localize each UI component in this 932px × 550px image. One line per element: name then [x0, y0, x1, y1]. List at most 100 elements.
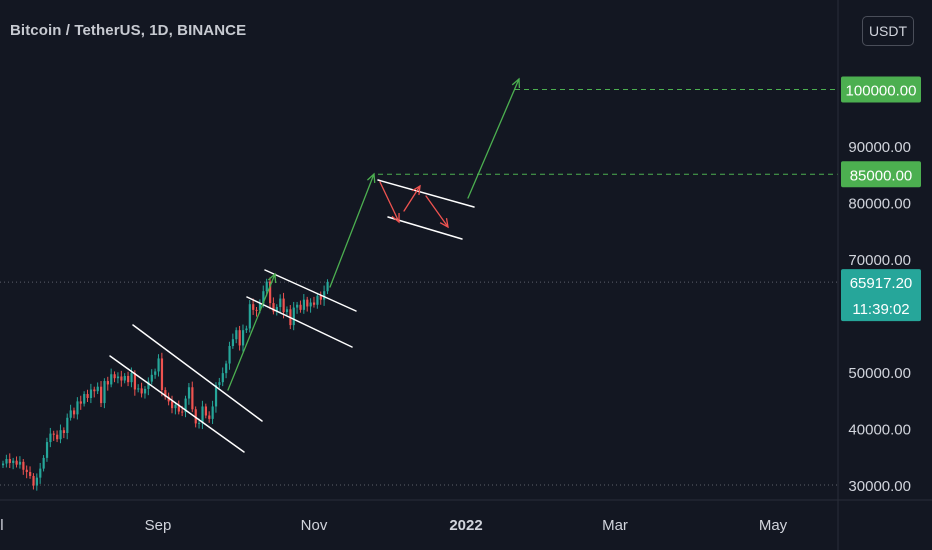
- candle-body: [245, 328, 248, 331]
- candle-body: [252, 304, 255, 310]
- channel-line-upper: [377, 179, 475, 208]
- candle-body: [184, 398, 187, 413]
- candle-body: [25, 469, 28, 473]
- zigzag-arrow-head: [391, 212, 400, 224]
- zigzag-arrow: [403, 185, 421, 212]
- channel-line-lower: [246, 296, 353, 348]
- candle-body: [123, 375, 126, 381]
- candle-body: [272, 303, 275, 312]
- candle-body: [106, 381, 109, 385]
- candle-body: [174, 404, 177, 409]
- candle-body: [241, 330, 245, 346]
- candle-body: [201, 406, 204, 423]
- time-axis[interactable]: Jul Sep Nov 2022 Mar May: [0, 517, 788, 534]
- x-tick-label: Nov: [301, 517, 328, 534]
- candle-body: [5, 459, 8, 464]
- candle-body: [211, 406, 214, 419]
- currency-button[interactable]: USDT: [862, 16, 914, 46]
- candle-body: [83, 394, 86, 404]
- candle-body: [103, 381, 106, 404]
- candle-body: [39, 468, 42, 478]
- x-tick-label: Jul: [0, 517, 4, 534]
- candle-body: [120, 376, 123, 381]
- candle-body: [275, 307, 278, 312]
- channel-line-lower: [387, 216, 463, 240]
- zigzag-arrow-head: [411, 184, 421, 196]
- candle-body: [316, 295, 319, 305]
- candle-body: [326, 282, 329, 292]
- candle-body: [194, 409, 197, 424]
- candle-body: [154, 371, 157, 375]
- candle-body: [79, 401, 82, 404]
- zigzag-arrow: [379, 181, 400, 223]
- candle-body: [147, 381, 150, 389]
- candle-body: [116, 376, 120, 379]
- candle-body: [306, 299, 309, 307]
- price-label-text: 65917.20: [850, 275, 913, 292]
- x-tick-label: Mar: [602, 517, 628, 534]
- candle-body: [150, 374, 153, 382]
- candle-body: [157, 358, 160, 372]
- y-tick-label: 90000.00: [848, 139, 911, 156]
- channel-line-upper: [264, 269, 357, 312]
- candle-body: [228, 346, 231, 364]
- price-label-box: [841, 76, 921, 103]
- candlestick-series: [2, 277, 329, 491]
- projection-arrow-head: [511, 77, 521, 89]
- candle-body: [309, 302, 312, 307]
- candle-body: [231, 339, 235, 347]
- price-label-box: [841, 269, 921, 322]
- candle-body: [22, 461, 25, 470]
- candle-body: [49, 433, 52, 443]
- candle-body: [35, 477, 38, 486]
- candle-body: [279, 298, 282, 308]
- price-label-text: 100000.00: [846, 83, 917, 100]
- zigzag-arrow-head: [439, 218, 449, 229]
- price-label-text: 85000.00: [850, 167, 913, 184]
- candle-body: [302, 299, 306, 310]
- candle-body: [140, 388, 143, 394]
- candle-body: [214, 384, 218, 407]
- candle-body: [32, 475, 35, 486]
- horizontal-levels: [0, 89, 838, 486]
- candle-body: [93, 389, 96, 392]
- zigzag-arrow: [425, 195, 449, 228]
- candle-body: [319, 295, 322, 300]
- candle-body: [296, 304, 299, 308]
- projection-arrow-head: [267, 272, 277, 284]
- candle-body: [86, 394, 89, 398]
- candle-body: [235, 330, 238, 340]
- candle-body: [238, 330, 241, 346]
- x-tick-label: May: [759, 517, 788, 534]
- candle-body: [110, 374, 113, 385]
- candle-body: [225, 363, 228, 374]
- candle-body: [221, 373, 224, 383]
- candle-body: [248, 304, 251, 329]
- candle-body: [130, 373, 133, 383]
- candle-body: [15, 460, 18, 465]
- candle-body: [255, 309, 258, 311]
- candle-body: [204, 406, 207, 416]
- countdown-text: 11:39:02: [852, 301, 909, 318]
- price-label-box: [841, 161, 921, 188]
- trend-drawings: [109, 77, 521, 453]
- candle-body: [312, 302, 316, 305]
- channel-line-lower: [109, 355, 245, 453]
- candle-body: [96, 386, 99, 392]
- candle-body: [62, 430, 66, 434]
- candle-body: [171, 401, 174, 409]
- candle-body: [100, 386, 103, 404]
- price-axis[interactable]: 30000.00 40000.00 50000.00 70000.00 80000.00…: [848, 139, 911, 495]
- candle-body: [167, 396, 170, 402]
- projection-arrow: [329, 173, 375, 288]
- candle-body: [18, 461, 22, 465]
- candle-body: [292, 307, 295, 326]
- candle-body: [12, 460, 15, 463]
- candle-body: [137, 388, 140, 390]
- candle-body: [269, 281, 272, 304]
- candle-body: [42, 457, 45, 469]
- candle-body: [285, 309, 289, 313]
- candle-body: [45, 442, 49, 458]
